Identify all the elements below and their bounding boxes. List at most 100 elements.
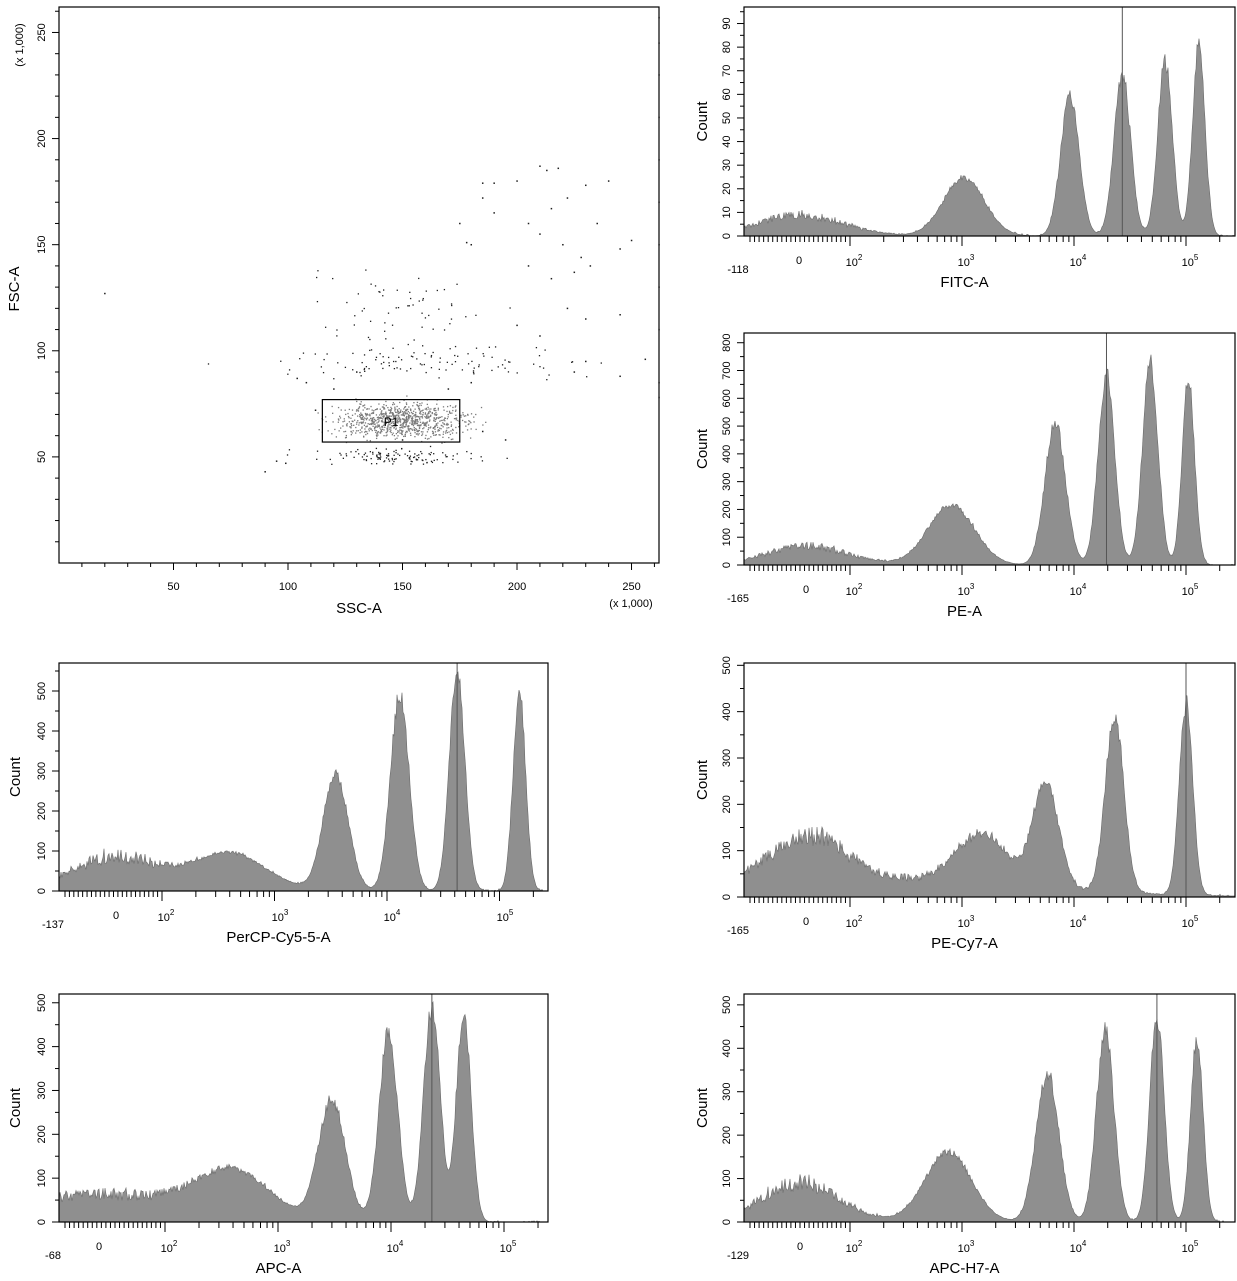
- histogram-apc: 0 100 200 300 400 500 Count -68 0 102 103 104 105 APC…: [7, 993, 549, 1277]
- event-point: [358, 453, 360, 455]
- event-point: [342, 457, 345, 459]
- event-point: [417, 434, 419, 436]
- event-point: [340, 427, 342, 429]
- event-point: [434, 407, 436, 410]
- event-point: [494, 346, 497, 348]
- event-point: [428, 417, 430, 419]
- event-point: [481, 460, 484, 462]
- x-tick-label-1e3: 103: [272, 908, 289, 924]
- y-tick-label: 200: [721, 500, 733, 518]
- x-tick-label-1e2: 102: [158, 908, 175, 924]
- event-point: [394, 408, 396, 410]
- event-point: [387, 429, 389, 431]
- event-point: [437, 429, 439, 431]
- x-tick-label: 0: [803, 584, 809, 596]
- event-point: [363, 417, 366, 419]
- event-point: [390, 415, 393, 417]
- event-point: [415, 420, 417, 422]
- event-point: [357, 420, 359, 422]
- event-point: [386, 431, 388, 434]
- event-point: [370, 283, 372, 285]
- event-point: [449, 323, 451, 325]
- event-point: [444, 417, 447, 419]
- event-point: [395, 424, 397, 426]
- event-point: [414, 423, 416, 425]
- event-point: [404, 411, 406, 413]
- event-point: [343, 418, 345, 420]
- event-point: [363, 453, 365, 456]
- event-point: [368, 367, 370, 370]
- event-point: [377, 425, 379, 427]
- event-point: [557, 167, 560, 170]
- event-point: [412, 412, 414, 415]
- event-point: [418, 429, 420, 432]
- event-point: [410, 409, 412, 411]
- event-point: [430, 451, 432, 454]
- event-point: [443, 423, 445, 426]
- event-point: [379, 454, 381, 456]
- event-point: [375, 359, 377, 361]
- event-point: [305, 381, 308, 384]
- x-tick-label: 0: [96, 1241, 102, 1253]
- event-point: [380, 417, 382, 419]
- event-point: [370, 349, 373, 351]
- event-point: [442, 406, 445, 408]
- event-point: [446, 431, 449, 434]
- event-point: [396, 437, 398, 439]
- event-point: [401, 426, 403, 428]
- event-point: [416, 358, 418, 360]
- event-point: [447, 388, 450, 390]
- event-point: [408, 450, 411, 452]
- event-point: [361, 414, 363, 417]
- event-point: [414, 429, 416, 432]
- event-point: [404, 419, 406, 422]
- event-point: [400, 414, 403, 416]
- event-point: [432, 427, 434, 430]
- event-point: [397, 410, 399, 412]
- event-point: [408, 456, 411, 459]
- event-point: [434, 420, 436, 423]
- event-point: [448, 427, 450, 429]
- event-point: [426, 438, 429, 440]
- event-point: [430, 426, 432, 428]
- y-tick-label: 400: [721, 702, 733, 720]
- event-point: [439, 420, 441, 422]
- event-point: [391, 418, 393, 421]
- event-point: [424, 317, 427, 319]
- event-point: [425, 422, 428, 424]
- event-point: [455, 405, 457, 407]
- event-point: [383, 429, 385, 431]
- event-point: [379, 408, 381, 410]
- event-point: [425, 371, 427, 374]
- event-point: [352, 369, 354, 371]
- event-point: [355, 432, 357, 434]
- histogram-fill: [58, 671, 548, 892]
- event-point: [374, 285, 377, 287]
- event-point: [516, 372, 518, 374]
- event-point: [391, 457, 393, 460]
- event-point: [354, 413, 356, 415]
- event-point: [424, 413, 426, 415]
- x-tick-label: 150: [393, 581, 411, 593]
- y-tick-label: 200: [721, 795, 733, 813]
- event-point: [402, 430, 404, 432]
- event-point: [355, 450, 357, 453]
- event-point: [357, 448, 359, 451]
- event-point: [390, 406, 392, 409]
- event-point: [406, 412, 408, 414]
- plot-frame: [743, 332, 1236, 566]
- gate-label: P1: [384, 415, 399, 429]
- event-point: [454, 406, 456, 408]
- event-point: [418, 405, 420, 407]
- event-point: [428, 412, 430, 415]
- y-tick-label: 100: [721, 528, 733, 546]
- x-tick-label-negative: -137: [42, 919, 64, 931]
- event-point: [398, 420, 400, 423]
- event-point: [373, 420, 375, 423]
- event-point: [391, 421, 393, 423]
- event-point: [367, 423, 369, 425]
- y-tick-label: 100: [36, 342, 48, 360]
- event-point: [275, 460, 278, 462]
- event-point: [409, 458, 411, 460]
- event-point: [392, 418, 394, 420]
